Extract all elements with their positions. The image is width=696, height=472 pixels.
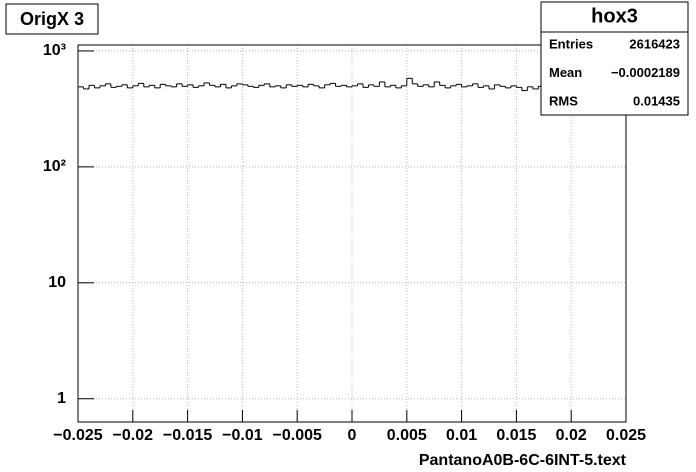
stats-name: RMS (549, 93, 578, 108)
stats-box (540, 1, 689, 116)
x-tick-label: 0 (348, 427, 357, 444)
plot-frame (77, 44, 627, 423)
x-tick-label: 0.025 (606, 427, 646, 444)
stats-name: Entries (549, 36, 593, 51)
x-tick-label: −0.005 (273, 427, 322, 444)
y-tick-label: 10² (43, 158, 66, 175)
y-tick-label: 1 (57, 390, 66, 407)
title-box (5, 3, 99, 35)
chart-title: OrigX 3 (20, 9, 84, 29)
x-axis-label: PantanoA0B-6C-6INT-5.text (419, 452, 627, 469)
stats-value: 2616423 (629, 36, 680, 51)
y-tick-label: 10 (48, 274, 66, 291)
x-tick-label: −0.025 (53, 427, 102, 444)
x-tick-label: 0.01 (446, 427, 477, 444)
stats-value: 0.01435 (633, 93, 680, 108)
y-tick-label: 10³ (43, 42, 66, 59)
x-tick-label: −0.015 (163, 427, 212, 444)
stats-value: −0.0002189 (611, 65, 680, 80)
x-tick-label: −0.01 (222, 427, 263, 444)
x-tick-label: 0.02 (556, 427, 587, 444)
stats-title: hox3 (591, 5, 638, 27)
x-tick-label: −0.02 (113, 427, 154, 444)
x-tick-label: 0.005 (387, 427, 427, 444)
stats-name: Mean (549, 65, 582, 80)
x-tick-label: 0.015 (496, 427, 536, 444)
